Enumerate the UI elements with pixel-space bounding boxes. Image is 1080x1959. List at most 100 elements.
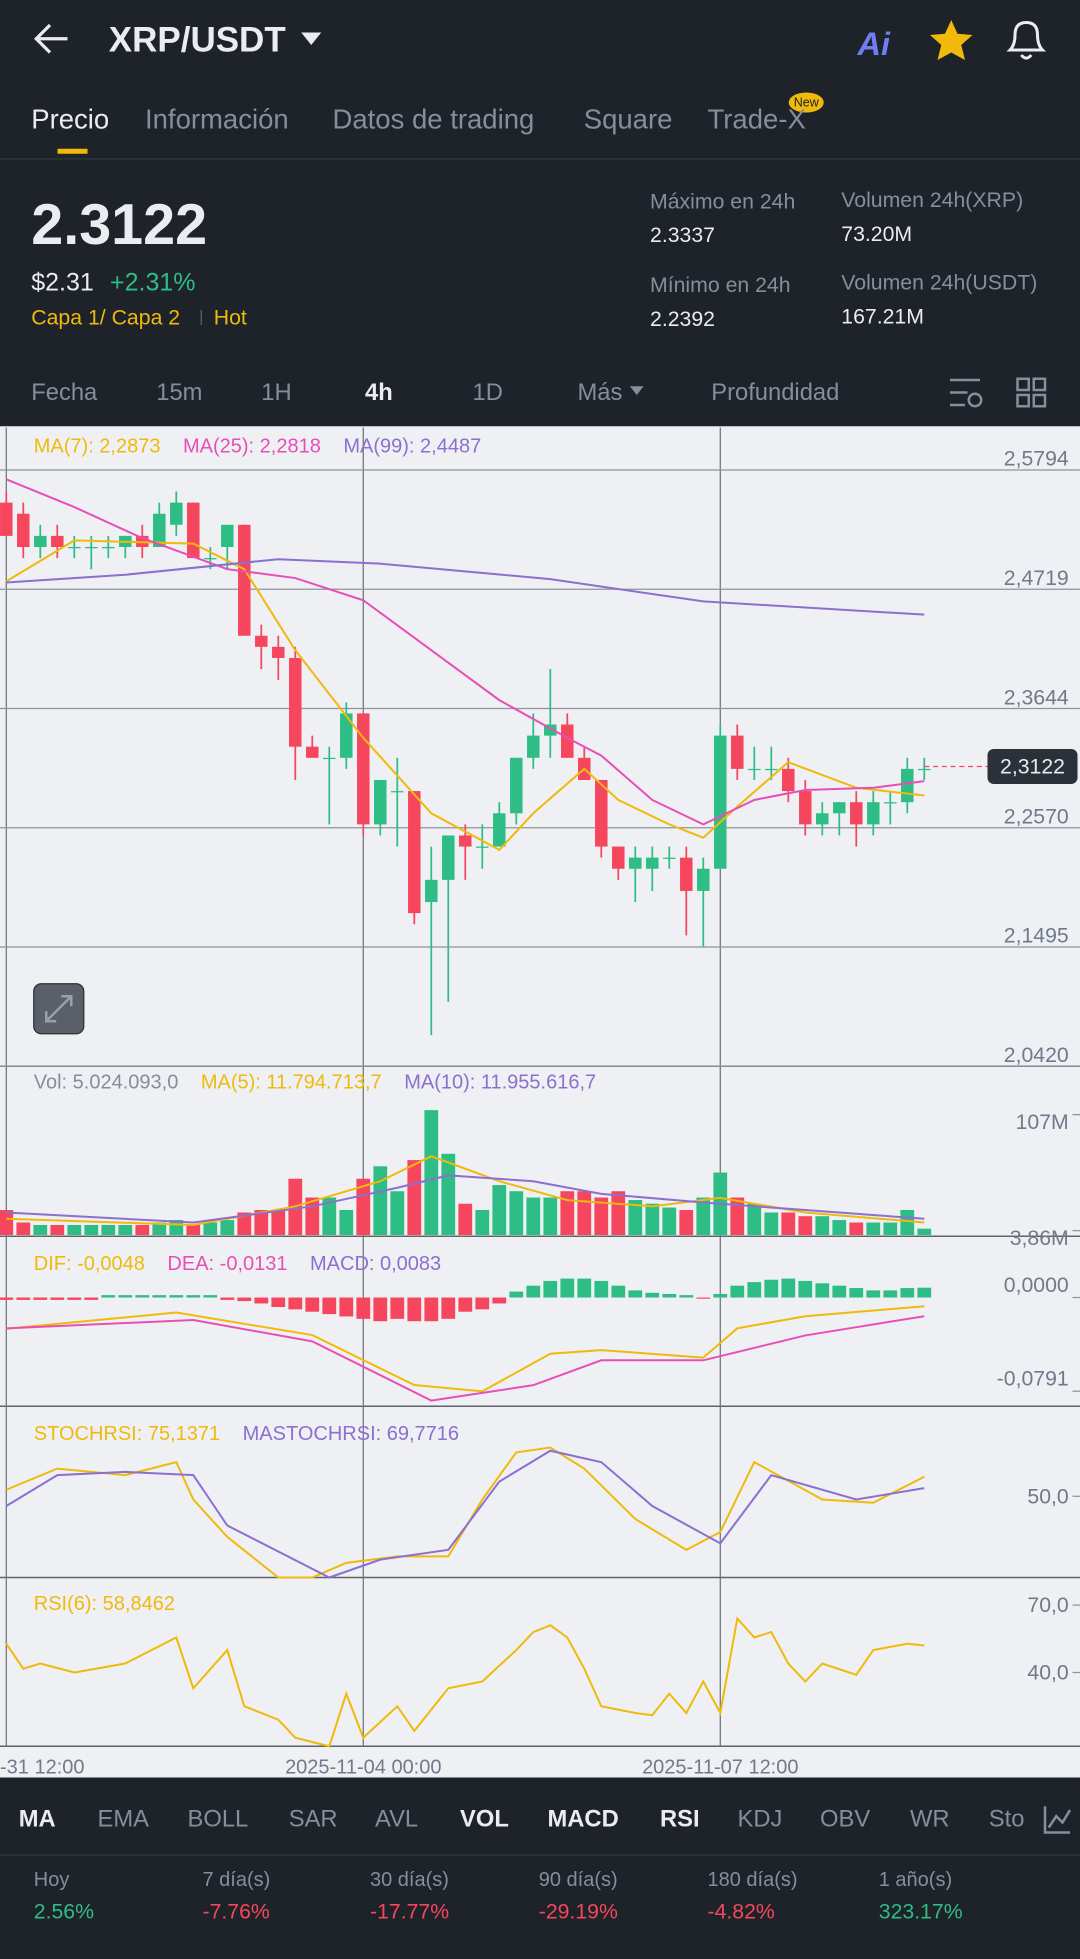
bar [917, 1287, 932, 1298]
icon-gear [967, 392, 983, 408]
bar [101, 1224, 116, 1235]
last-price: 2.3122 [31, 193, 207, 257]
legend-entry: MASTOCHRSI: 69,7716 [243, 1423, 459, 1445]
bar [883, 1222, 898, 1235]
indicator-tab[interactable]: WR [910, 1805, 950, 1832]
symbol[interactable]: XRP/USDT [109, 21, 286, 60]
return-label: 90 día(s) [539, 1869, 618, 1891]
bar [186, 1295, 201, 1298]
return-label: 180 día(s) [708, 1869, 798, 1891]
candle-body [0, 502, 13, 536]
indicator-tab[interactable]: Sto [989, 1805, 1025, 1832]
bar [356, 1297, 371, 1319]
candle-body [459, 835, 472, 847]
candle-body [782, 768, 795, 792]
tab[interactable]: Precio [31, 103, 109, 134]
indicator-tab[interactable]: AVL [375, 1805, 418, 1832]
bar [407, 1297, 422, 1322]
bar [271, 1297, 286, 1307]
indicator-tab[interactable]: RSI [660, 1805, 700, 1832]
bar [118, 1295, 133, 1298]
bar [679, 1210, 694, 1235]
bar [271, 1210, 286, 1235]
interval[interactable]: 1H [261, 379, 291, 406]
candle-body [85, 546, 98, 549]
bar [254, 1297, 269, 1304]
stat-label: Volumen 24h(USDT) [841, 271, 1037, 295]
indicator-tab[interactable]: VOL [460, 1805, 509, 1832]
icon-cell [1032, 377, 1047, 392]
interval[interactable]: Fecha [31, 379, 98, 406]
tab[interactable]: Información [145, 103, 289, 134]
y-tick-label: 3,86M [1010, 1226, 1069, 1250]
indicator-tab[interactable]: SAR [289, 1805, 338, 1832]
indicator-line [5, 539, 925, 852]
indicator-tab[interactable]: KDJ [738, 1805, 783, 1832]
tab[interactable]: Datos de trading [333, 103, 535, 134]
tab[interactable]: Square [584, 103, 673, 134]
return-label: 30 día(s) [370, 1869, 449, 1891]
icon-cell [1016, 393, 1030, 408]
bar [424, 1297, 439, 1322]
back-button[interactable] [33, 23, 68, 54]
chart-bg [0, 426, 1080, 1778]
indicator-tab[interactable]: MA [19, 1805, 56, 1832]
candle-body [799, 791, 812, 825]
bar [832, 1220, 847, 1235]
bar [203, 1295, 218, 1298]
expand-button[interactable] [33, 983, 85, 1035]
indicator-tab[interactable]: BOLL [188, 1805, 249, 1832]
interval[interactable]: 1D [473, 379, 503, 406]
y-tick-label: 2,4719 [1004, 566, 1069, 590]
indicator-line [6, 1174, 925, 1224]
bar [815, 1216, 830, 1235]
indicator-tab[interactable]: MACD [548, 1805, 619, 1832]
chart-settings-icon[interactable] [950, 378, 983, 408]
bar [16, 1297, 31, 1300]
interval[interactable]: 4h [365, 379, 393, 406]
bar [730, 1285, 745, 1298]
bar [577, 1191, 592, 1235]
bar [458, 1203, 473, 1235]
tag[interactable]: Capa 1/ Capa 2 [31, 306, 180, 330]
favorite-star[interactable] [930, 20, 973, 61]
candle-body [306, 746, 319, 758]
chart-icon[interactable] [1043, 1806, 1072, 1834]
layout-icon[interactable] [1016, 377, 1047, 408]
bar [339, 1210, 354, 1235]
candle-body [714, 735, 727, 869]
candle-body [561, 724, 574, 758]
symbol-caret[interactable] [301, 32, 322, 46]
indicator-line [6, 1315, 925, 1402]
bell-icon[interactable] [1006, 21, 1047, 60]
bar [696, 1297, 711, 1299]
bar [373, 1297, 388, 1322]
candle-body [918, 768, 931, 771]
candle-body [272, 646, 285, 658]
bar [16, 1222, 31, 1235]
candle-body [867, 802, 880, 825]
indicator-tab[interactable]: OBV [820, 1805, 870, 1832]
bar [152, 1222, 167, 1235]
legend-entry: DEA: -0,0131 [167, 1253, 287, 1275]
indicator-tab[interactable]: EMA [98, 1805, 150, 1832]
bar [781, 1212, 796, 1235]
candle-body [884, 802, 897, 804]
interval[interactable]: Más [578, 379, 623, 406]
ai-button[interactable]: Ai [857, 26, 891, 62]
y-tick-label: 2,5794 [1004, 447, 1069, 471]
indicator-line [6, 558, 925, 616]
tab-indicator [57, 148, 88, 154]
tab[interactable]: Trade-X [708, 103, 806, 134]
bar [849, 1288, 864, 1298]
bar [611, 1285, 626, 1298]
bar [492, 1297, 507, 1304]
candle-body [646, 857, 659, 869]
interval[interactable]: 15m [156, 379, 202, 406]
bar [594, 1197, 609, 1235]
bar [67, 1224, 82, 1235]
return-label: Hoy [34, 1869, 70, 1891]
candle-body [901, 768, 914, 803]
tag[interactable]: Hot [214, 306, 247, 330]
interval[interactable]: Profundidad [711, 379, 839, 406]
